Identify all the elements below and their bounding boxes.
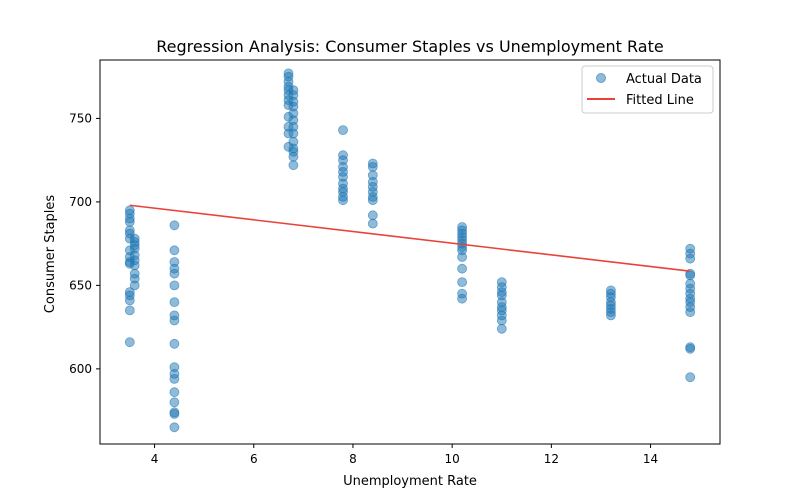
scatter-point	[124, 337, 135, 348]
scatter-point	[685, 307, 696, 318]
y-axis-ticks: 600 650 700 750	[69, 111, 100, 376]
x-tick-label: 14	[643, 452, 658, 466]
scatter-point	[457, 293, 468, 304]
scatter-point	[129, 260, 140, 271]
scatter-point	[169, 422, 180, 433]
plot-area	[99, 59, 721, 445]
scatter-points	[124, 68, 696, 433]
scatter-point	[685, 343, 696, 354]
x-tick-label: 4	[151, 452, 159, 466]
scatter-point	[169, 373, 180, 384]
scatter-point	[124, 295, 135, 306]
chart-title: Regression Analysis: Consumer Staples vs…	[156, 37, 663, 56]
axes-frame	[99, 59, 721, 445]
fitted-line	[129, 204, 691, 272]
y-axis-label: Consumer Staples	[43, 195, 58, 314]
x-tick-label: 6	[250, 452, 258, 466]
scatter-point	[124, 216, 135, 227]
scatter-point	[457, 277, 468, 288]
scatter-point	[169, 220, 180, 231]
scatter-point	[606, 310, 616, 321]
scatter-point	[288, 160, 299, 171]
scatter-point	[288, 151, 299, 162]
legend: Actual Data Fitted Line	[581, 65, 714, 114]
scatter-point	[169, 315, 180, 326]
scatter-point	[457, 252, 468, 262]
scatter-point	[169, 268, 180, 279]
scatter-point	[685, 372, 696, 383]
scatter-point	[129, 280, 140, 291]
fitted-line-layer	[129, 204, 691, 272]
y-tick-label: 750	[69, 111, 92, 125]
scatter-point	[169, 338, 180, 349]
legend-label-fitted-line: Fitted Line	[626, 93, 694, 108]
scatter-point	[124, 305, 135, 316]
scatter-point	[496, 315, 507, 326]
scatter-point	[367, 161, 378, 172]
scatter-point	[457, 263, 468, 274]
legend-box	[581, 65, 714, 114]
scatter-point	[338, 195, 348, 206]
scatter-point	[685, 253, 696, 264]
x-axis-label: Unemployment Rate	[343, 474, 477, 489]
scatter-point	[496, 323, 507, 334]
scatter-point	[367, 195, 378, 206]
scatter-point	[169, 408, 180, 419]
scatter-point	[169, 297, 180, 308]
scatter-point	[288, 128, 299, 139]
legend-label-actual-data: Actual Data	[626, 72, 702, 87]
scatter-point	[367, 210, 378, 221]
legend-marker-actual-data	[596, 73, 606, 83]
y-tick-label: 650	[69, 278, 92, 292]
scatter-point	[367, 218, 378, 229]
scatter-point	[169, 397, 180, 408]
scatter-point	[685, 270, 696, 281]
scatter-point	[169, 245, 180, 256]
x-tick-label: 8	[349, 452, 357, 466]
y-tick-label: 700	[69, 195, 92, 209]
y-tick-label: 600	[69, 362, 92, 376]
scatter-point	[169, 387, 180, 398]
scatter-point	[338, 125, 348, 136]
x-axis-ticks: 4 6 8 10 12 14	[151, 444, 658, 466]
x-tick-label: 12	[544, 452, 559, 466]
x-tick-label: 10	[445, 452, 460, 466]
scatter-point	[169, 280, 180, 291]
